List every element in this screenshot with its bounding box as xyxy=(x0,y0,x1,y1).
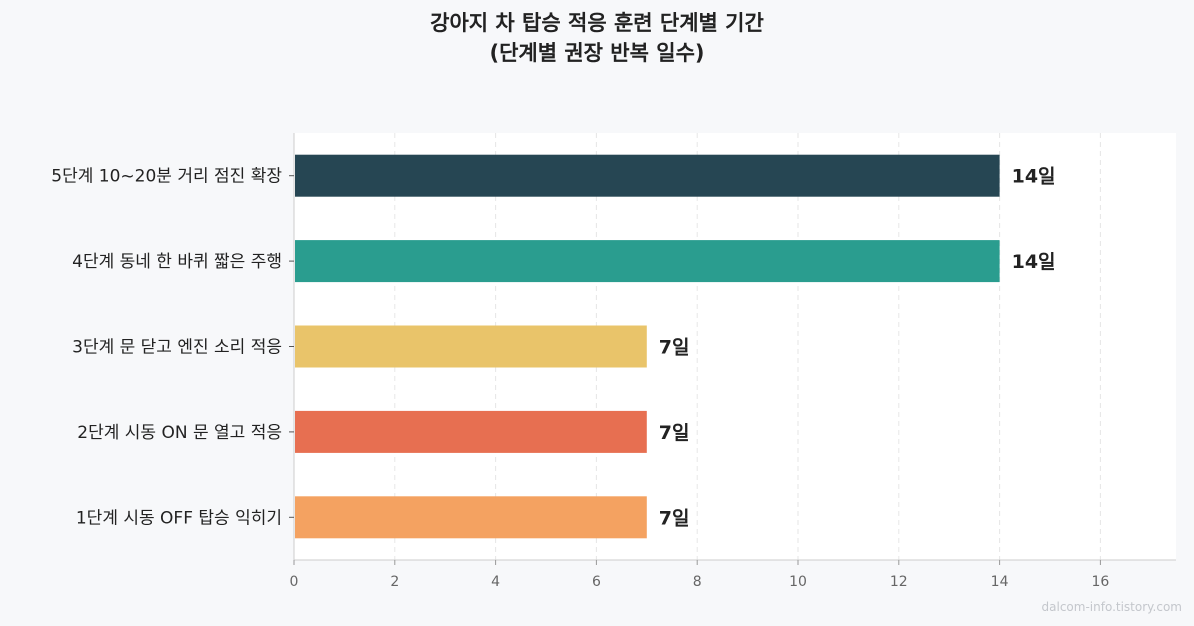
grid-lines xyxy=(394,133,1101,560)
x-tick-label: 8 xyxy=(693,574,702,590)
labels: 0 2 4 6 8 10 12 14 16 1단계 시동 OFF 탑승 익히기 7일 2단계 시동 O… xyxy=(51,166,1109,590)
data-label: 7일 xyxy=(659,507,690,529)
bar xyxy=(295,496,647,539)
data-label: 14일 xyxy=(1012,166,1056,188)
data-label: 14일 xyxy=(1012,251,1056,273)
x-tick-label: 4 xyxy=(491,574,500,590)
bar xyxy=(295,325,647,368)
chart-subtitle: (단계별 권장 반복 일수) xyxy=(489,41,704,65)
category-label: 3단계 문 닫고 엔진 소리 적응 xyxy=(72,338,282,358)
x-tick-label: 10 xyxy=(789,574,807,590)
bar xyxy=(295,240,1000,283)
x-tick-label: 12 xyxy=(890,574,908,590)
x-tick-label: 16 xyxy=(1091,574,1109,590)
category-label: 2단계 시동 ON 문 열고 적응 xyxy=(77,423,282,443)
bars xyxy=(295,154,1000,539)
watermark: dalcom-info.tistory.com xyxy=(1042,600,1182,614)
category-label: 5단계 10~20분 거리 점진 확장 xyxy=(51,167,282,187)
x-tick-label: 2 xyxy=(390,574,399,590)
x-tick-label: 6 xyxy=(592,574,601,590)
bar xyxy=(295,154,1000,197)
category-label: 1단계 시동 OFF 탑승 익히기 xyxy=(76,508,282,528)
chart-title: 강아지 차 탑승 적응 훈련 단계별 기간 xyxy=(430,11,764,35)
bar xyxy=(295,410,647,453)
data-label: 7일 xyxy=(659,337,690,359)
category-label: 4단계 동네 한 바퀴 짧은 주행 xyxy=(72,252,282,272)
x-tick-label: 14 xyxy=(991,574,1009,590)
data-label: 7일 xyxy=(659,422,690,444)
x-tick-label: 0 xyxy=(290,574,299,590)
